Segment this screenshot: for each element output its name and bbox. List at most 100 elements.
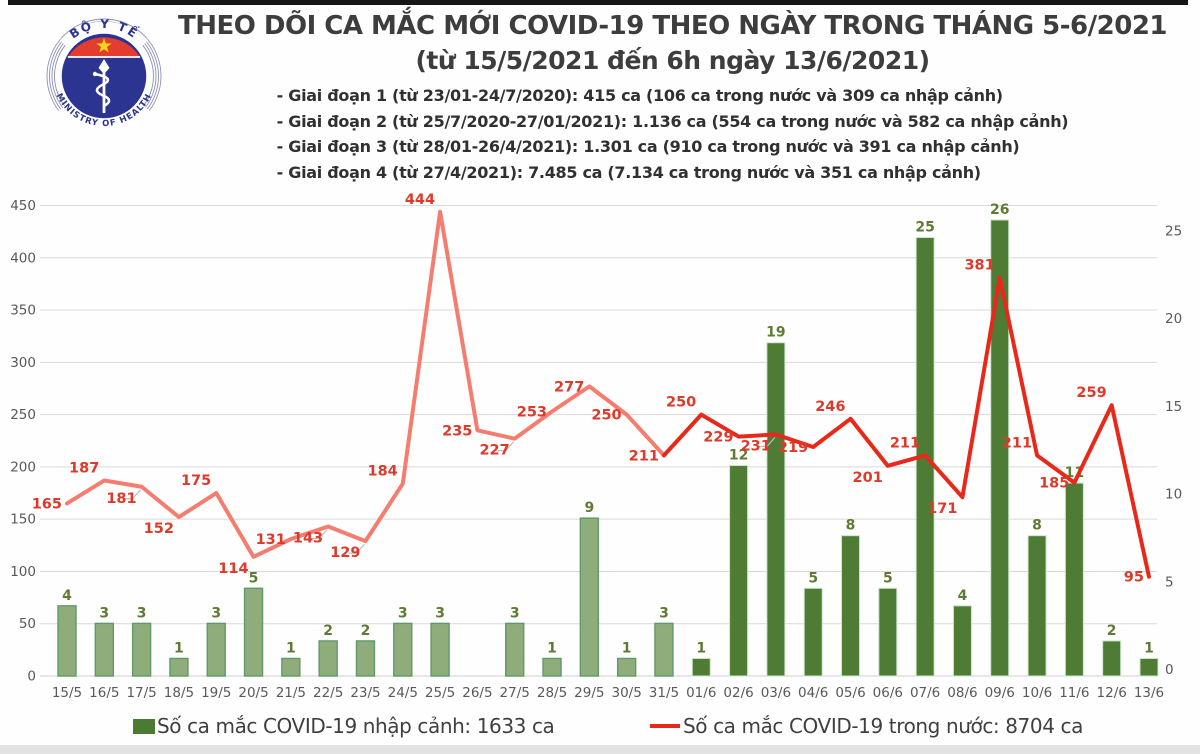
line-value-label: 444 <box>405 192 435 208</box>
bar-imported-cases <box>952 605 972 677</box>
left-axis-tick-label: 0 <box>27 669 36 685</box>
line-value-label: 184 <box>368 464 398 480</box>
bar-imported-cases <box>169 657 189 677</box>
phase-3-summary: - Giai đoạn 3 (từ 28/01-26/4/2021): 1.30… <box>276 137 1020 156</box>
bar-imported-cases <box>1102 640 1122 677</box>
ministry-of-health-logo: BỘ Y TẾ MINISTRY OF HEALTH <box>46 17 162 136</box>
header: THEO DÕI CA MẮC MỚI COVID-19 THEO NGÀY T… <box>150 8 1195 185</box>
line-value-label: 171 <box>927 501 957 517</box>
date-tick-label: 01/6 <box>686 685 716 701</box>
left-axis-tick-label: 400 <box>10 250 36 266</box>
date-tick-label: 20/5 <box>238 685 268 701</box>
bar-value-label: 2 <box>323 623 333 639</box>
bar-imported-cases <box>355 640 376 677</box>
legend-imported-label: Số ca mắc COVID-19 nhập cảnh: 1633 ca <box>157 714 555 738</box>
bar-value-label: 3 <box>510 605 520 621</box>
date-tick-label: 22/5 <box>313 685 343 701</box>
line-value-label: 114 <box>218 561 248 577</box>
bar-value-label: 2 <box>361 623 371 639</box>
phase-4-summary: - Giai đoạn 4 (từ 27/4/2021): 7.485 ca (… <box>276 162 981 182</box>
bar-imported-cases <box>542 657 562 677</box>
line-value-label: 131 <box>256 532 286 548</box>
right-axis-tick-label: 10 <box>1165 487 1182 503</box>
date-tick-label: 16/5 <box>89 685 119 701</box>
bar-value-label: 3 <box>659 605 669 621</box>
date-tick-label: 09/6 <box>985 685 1015 701</box>
date-tick-label: 08/6 <box>947 685 977 701</box>
line-value-label: 143 <box>293 530 323 546</box>
bar-imported-cases <box>1139 657 1159 677</box>
bar-imported-cases <box>131 622 152 677</box>
bar-imported-cases <box>841 535 861 677</box>
bottom-edge-strip <box>0 745 1200 754</box>
date-tick-label: 10/6 <box>1022 685 1052 701</box>
bar-imported-cases <box>616 657 637 677</box>
bar-imported-cases <box>430 622 450 677</box>
date-tick-label: 15/5 <box>52 685 82 701</box>
bar-imported-cases <box>990 219 1010 677</box>
bar-imported-cases <box>579 517 600 677</box>
bar-value-label: 26 <box>990 202 1009 218</box>
bar-imported-cases <box>206 622 226 677</box>
line-value-label: 165 <box>32 496 62 512</box>
bar-value-label: 25 <box>915 220 934 236</box>
date-tick-label: 11/6 <box>1059 685 1089 701</box>
line-value-label: 229 <box>703 430 733 446</box>
bar-imported-cases <box>281 657 301 677</box>
label-leader-line <box>348 543 365 554</box>
date-tick-label: 07/6 <box>910 685 940 701</box>
logo-rings <box>46 18 162 136</box>
line-value-label: 250 <box>591 408 621 424</box>
left-axis-tick-label: 450 <box>10 198 36 214</box>
line-value-label: 187 <box>69 460 99 476</box>
line-value-label: 211 <box>1002 435 1032 451</box>
legend-domestic-label: Số ca mắc COVID-19 trong nước: 8704 ca <box>683 714 1083 738</box>
bar-imported-cases <box>654 622 674 677</box>
bar-imported-cases <box>318 640 338 677</box>
left-axis-tick-label: 350 <box>10 303 36 319</box>
label-leader-line <box>497 441 515 452</box>
phase-1-summary: - Giai đoạn 1 (từ 23/01-24/7/2020): 415 … <box>276 86 1003 105</box>
date-tick-label: 23/5 <box>350 685 380 701</box>
right-axis-tick-label: 5 <box>1165 574 1174 590</box>
top-edge-strip <box>8 0 1188 5</box>
right-axis-tick-label: 25 <box>1165 224 1182 240</box>
bar-value-label: 12 <box>729 448 748 464</box>
legend-item-imported: Số ca mắc COVID-19 nhập cảnh: 1633 ca <box>133 714 555 738</box>
bar-imported-cases <box>94 622 115 677</box>
line-value-label: 277 <box>554 379 584 395</box>
right-axis-tick-label: 20 <box>1165 311 1182 327</box>
domestic-cases-line <box>661 275 1151 579</box>
bar-value-label: 1 <box>286 640 296 656</box>
date-tick-label: 31/5 <box>649 685 679 701</box>
line-value-label: 211 <box>629 448 659 464</box>
label-leader-line <box>758 437 776 448</box>
bar-imported-cases <box>57 605 77 677</box>
bar-imported-cases <box>878 587 898 677</box>
bar-value-label: 3 <box>137 605 147 621</box>
bar-value-label: 1 <box>1144 640 1154 656</box>
imported-bar-swatch-icon <box>133 718 155 734</box>
label-leader-line <box>311 529 328 540</box>
left-axis-tick-label: 100 <box>10 564 36 580</box>
line-value-label: 219 <box>778 440 808 456</box>
bar-value-label: 3 <box>211 605 221 621</box>
left-axis-tick-label: 300 <box>10 355 36 371</box>
page-subtitle: (từ 15/5/2021 đến 6h ngày 13/6/2021) <box>415 46 930 75</box>
bar-value-label: 19 <box>766 325 785 341</box>
line-value-label: 181 <box>106 491 136 507</box>
bar-value-label: 5 <box>883 570 893 586</box>
bar-imported-cases <box>505 622 525 677</box>
bar-value-label: 8 <box>846 518 856 534</box>
date-tick-label: 13/6 <box>1134 685 1164 701</box>
line-value-label: 246 <box>815 399 845 415</box>
date-tick-label: 25/5 <box>425 685 455 701</box>
line-value-label: 95 <box>1124 570 1144 586</box>
line-value-label: 152 <box>144 521 174 537</box>
date-tick-label: 03/6 <box>761 685 791 701</box>
bar-value-label: 4 <box>958 588 968 604</box>
bar-value-label: 3 <box>435 605 445 621</box>
bar-imported-cases <box>1064 482 1084 677</box>
logo-star-icon <box>96 38 112 53</box>
